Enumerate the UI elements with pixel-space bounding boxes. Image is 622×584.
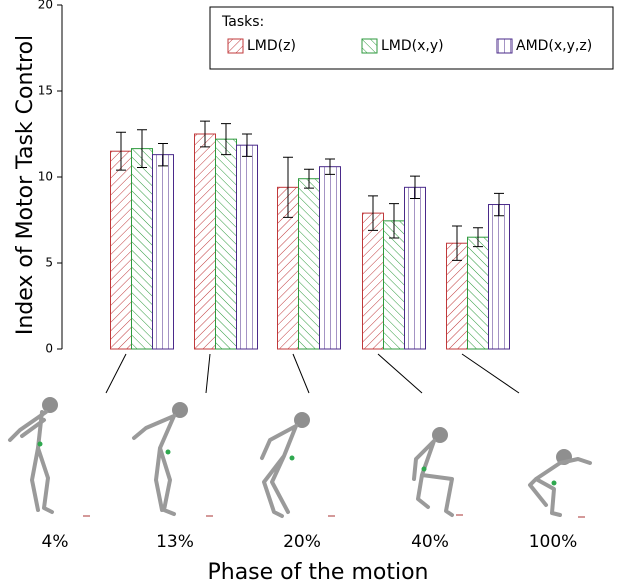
bar [404, 186, 426, 350]
bar [319, 166, 341, 350]
category-label: 13% [156, 532, 194, 552]
error-bar [221, 123, 231, 156]
error-bar [158, 142, 168, 167]
error-bar [283, 156, 293, 218]
bar [152, 154, 174, 350]
bar [215, 138, 237, 350]
y-tick-label: 5 [45, 256, 53, 270]
legend-title: Tasks: [221, 14, 264, 30]
y-tick-label: 10 [38, 170, 53, 184]
error-bar [410, 175, 420, 199]
legend-label: LMD(x,y) [381, 38, 444, 54]
error-bar [200, 120, 210, 148]
error-bar [389, 203, 399, 239]
error-bar [304, 168, 314, 189]
bar [362, 212, 384, 350]
legend-label: LMD(z) [247, 38, 296, 54]
bar [194, 133, 216, 350]
connector [105, 353, 127, 394]
error-bar [494, 192, 504, 217]
bar [298, 178, 320, 350]
bar [467, 236, 489, 350]
error-bar [325, 158, 335, 175]
error-bar [116, 131, 126, 171]
x-axis-label: Phase of the motion [207, 560, 428, 584]
category-label: 20% [283, 532, 321, 552]
error-bar [242, 133, 252, 157]
category-label: 40% [411, 532, 449, 552]
connector [205, 353, 211, 394]
error-bar [368, 195, 378, 231]
category-label: 100% [529, 532, 578, 552]
legend-box [209, 6, 614, 70]
connector [292, 353, 310, 394]
y-tick-label: 15 [38, 84, 53, 98]
error-bar [452, 225, 462, 261]
connector [377, 353, 423, 394]
legend-swatch [361, 38, 378, 54]
skeleton-figures [8, 397, 592, 518]
bar [236, 144, 258, 350]
connector [461, 353, 520, 394]
error-bar [137, 129, 147, 169]
legend-label: AMD(x,y,z) [516, 38, 592, 54]
bar [110, 150, 132, 350]
bar [488, 204, 510, 350]
error-bar [473, 227, 483, 248]
bar [383, 220, 405, 350]
legend-swatch [227, 38, 244, 54]
bar [131, 148, 153, 350]
y-axis-label: Index of Motor Task Control [13, 35, 38, 335]
category-label: 4% [42, 532, 69, 552]
legend-swatch [496, 38, 513, 54]
y-tick-label: 20 [38, 0, 53, 12]
y-tick-label: 0 [45, 342, 53, 356]
